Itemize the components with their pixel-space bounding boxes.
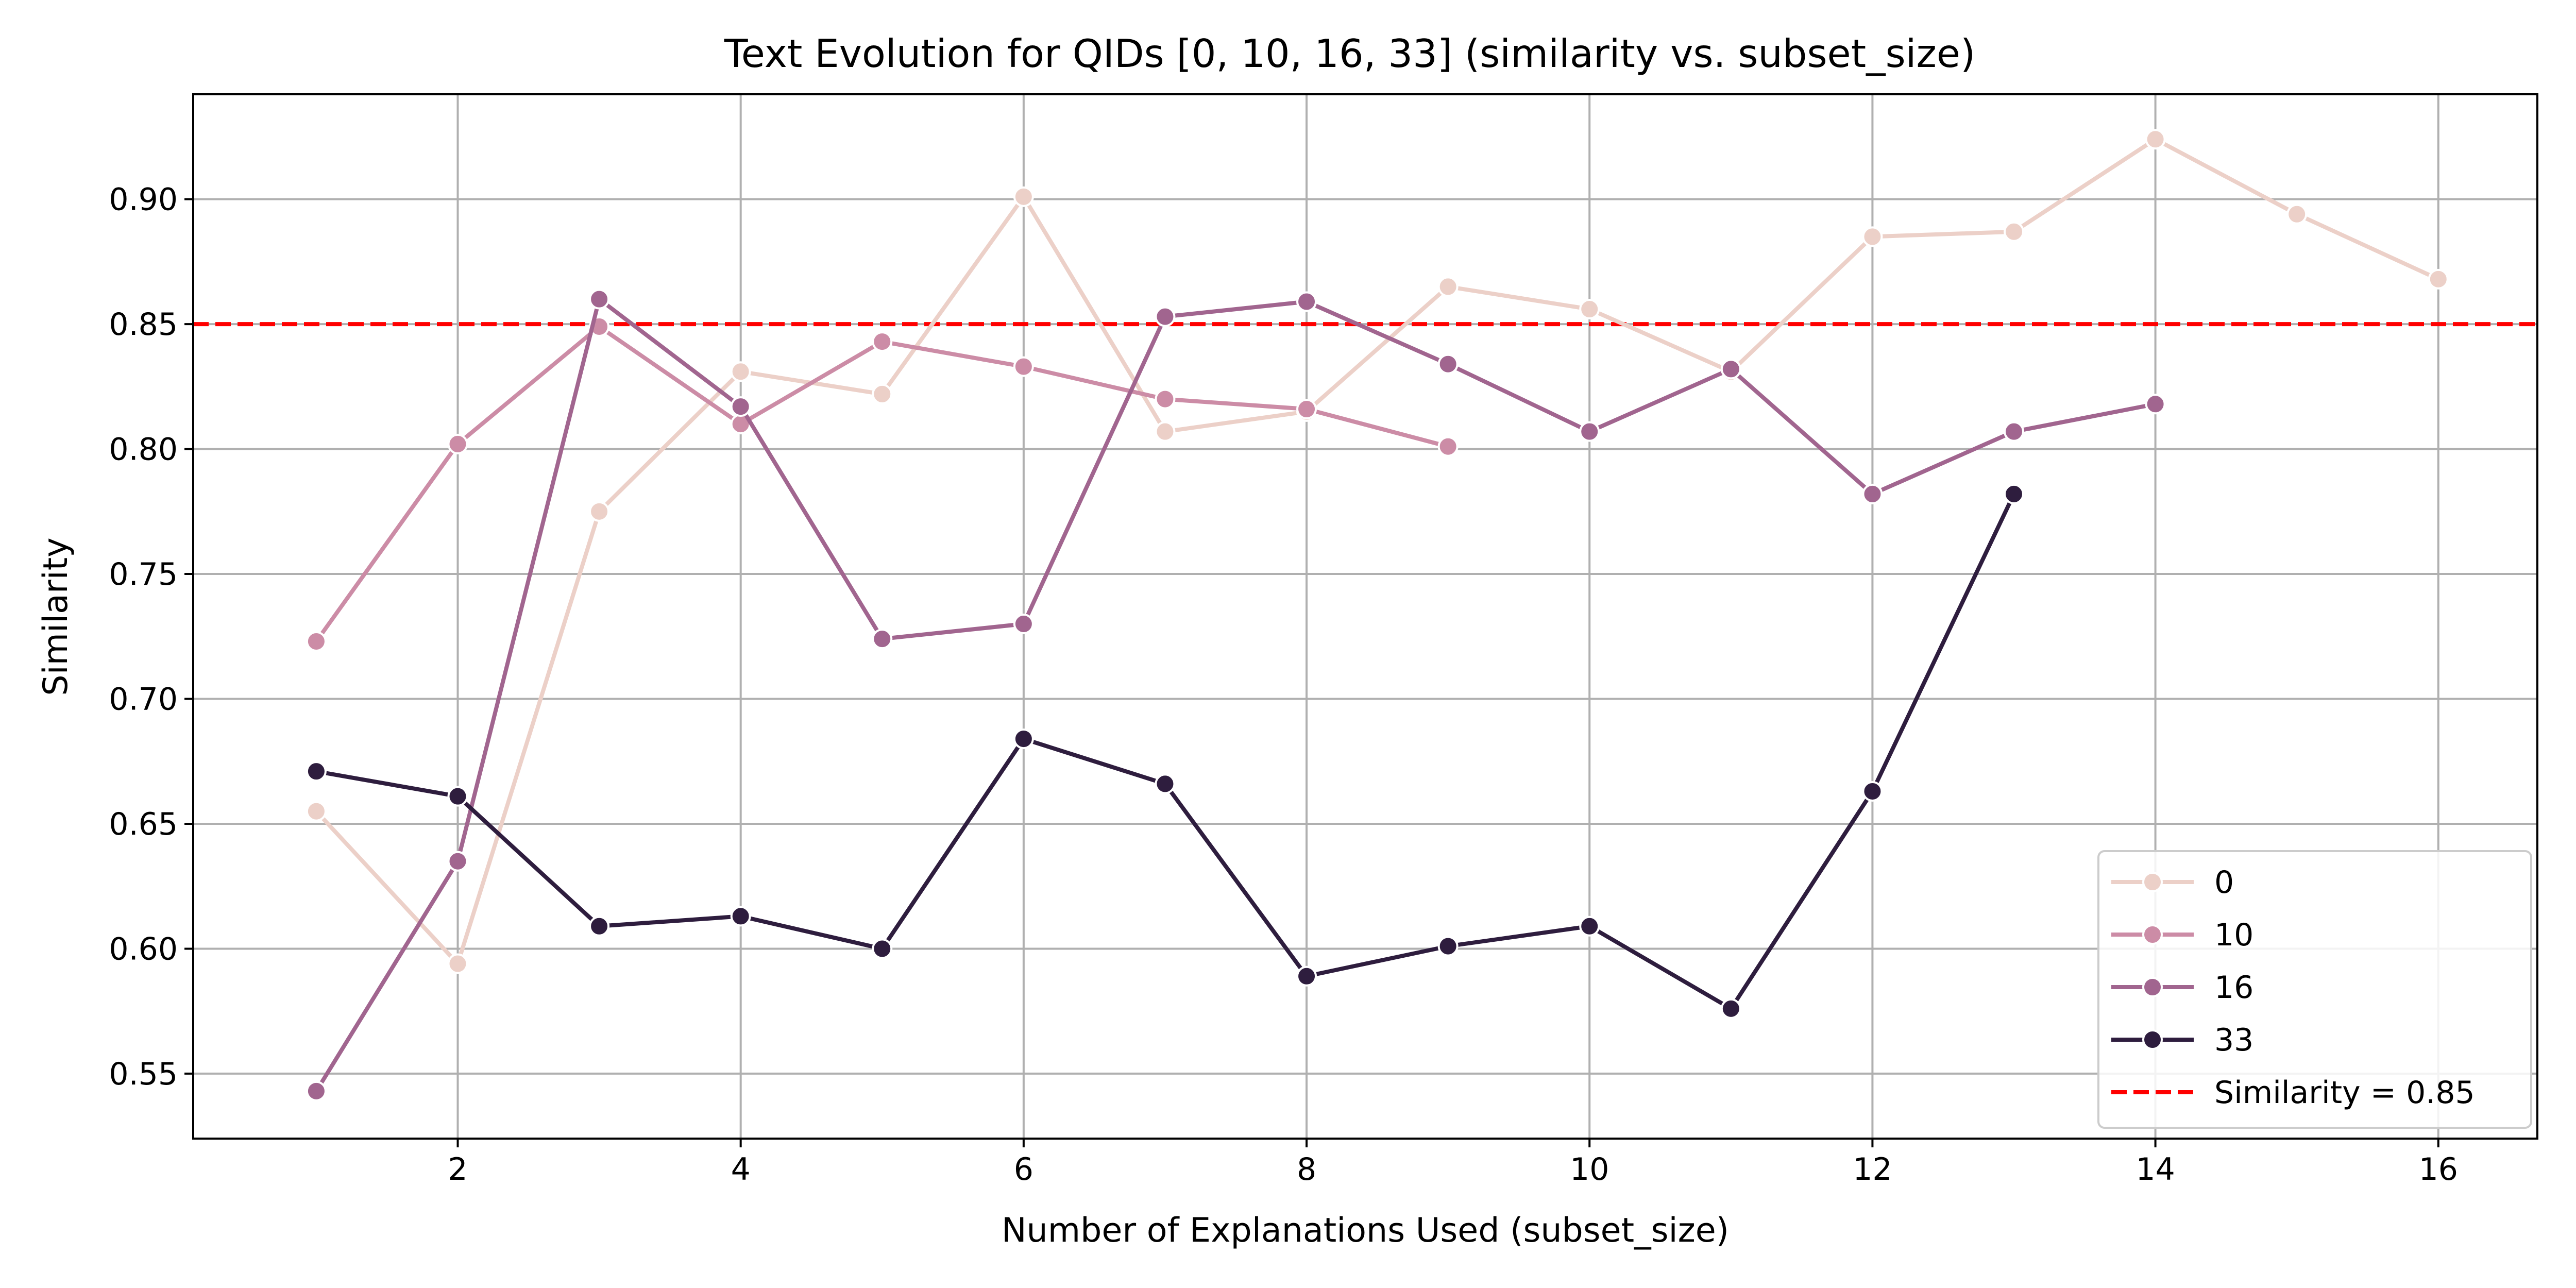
- x-tick-label: 6: [1014, 1151, 1033, 1188]
- data-point-33: [306, 761, 327, 782]
- series-16: [306, 289, 2166, 1101]
- legend-box: [2097, 850, 2532, 1129]
- data-point-16: [730, 396, 751, 417]
- y-axis-label: Similarity: [37, 537, 75, 696]
- data-point-33: [589, 916, 610, 937]
- legend-label-10: 10: [2214, 917, 2253, 953]
- data-point-16: [447, 851, 468, 872]
- data-point-33: [730, 906, 751, 927]
- data-point-0: [447, 953, 468, 974]
- data-point-10: [447, 433, 468, 454]
- data-point-10: [1013, 356, 1034, 377]
- data-point-16: [1579, 421, 1600, 442]
- data-point-16: [306, 1080, 327, 1101]
- data-point-0: [589, 501, 610, 522]
- data-point-16: [2004, 421, 2025, 442]
- data-point-10: [1155, 388, 1176, 410]
- data-point-0: [2428, 268, 2449, 290]
- legend-marker-0: [2142, 872, 2163, 892]
- data-point-33: [447, 786, 468, 807]
- data-point-0: [2145, 129, 2166, 150]
- data-point-0: [2004, 221, 2025, 242]
- plot-frame: [192, 93, 2538, 1140]
- data-point-16: [1720, 359, 1741, 380]
- y-tick-label: 0.85: [109, 307, 178, 343]
- data-point-0: [730, 361, 751, 382]
- data-point-10: [872, 331, 893, 352]
- series-line-0: [314, 137, 2441, 966]
- data-point-33: [1013, 728, 1034, 750]
- legend-label-33: 33: [2214, 1022, 2253, 1058]
- data-point-10: [1296, 399, 1317, 420]
- data-point-0: [872, 383, 893, 404]
- data-point-16: [1296, 291, 1317, 312]
- data-point-0: [1155, 421, 1176, 442]
- data-point-16: [1013, 614, 1034, 635]
- data-point-33: [1437, 936, 1459, 957]
- y-tick-label: 0.70: [109, 682, 178, 718]
- y-tick-label: 0.80: [109, 432, 178, 468]
- x-tick-label: 8: [1297, 1151, 1316, 1188]
- x-tick-label: 10: [1570, 1151, 1609, 1188]
- legend: 0 10 16 33 Similarity = 0.85: [2097, 850, 2532, 1129]
- data-point-16: [872, 629, 893, 650]
- data-point-16: [2145, 394, 2166, 415]
- legend-label-16: 16: [2214, 970, 2253, 1006]
- y-tick-label: 0.90: [109, 182, 178, 218]
- series-layer: [306, 129, 2449, 1101]
- data-point-0: [306, 801, 327, 822]
- data-point-10: [1437, 436, 1459, 457]
- series-line-16: [314, 297, 2158, 1093]
- data-point-33: [1155, 773, 1176, 794]
- x-tick-label: 12: [1853, 1151, 1892, 1188]
- data-point-0: [1013, 186, 1034, 207]
- series-10: [306, 316, 1459, 652]
- data-point-0: [1579, 299, 1600, 320]
- x-tick-label: 16: [2419, 1151, 2458, 1188]
- y-tick-label: 0.75: [109, 556, 178, 592]
- legend-label-0: 0: [2214, 865, 2234, 901]
- data-point-0: [2286, 204, 2308, 225]
- data-point-16: [1437, 353, 1459, 375]
- data-point-33: [1862, 781, 1883, 802]
- y-tick-label: 0.60: [109, 931, 178, 967]
- chart-title: Text Evolution for QIDs [0, 10, 16, 33] …: [724, 31, 1976, 76]
- series-33: [306, 483, 2025, 1019]
- x-tick-label: 4: [731, 1151, 751, 1188]
- tick-layer: 2 4 6 8 10 12 14 16 0.55 0.60 0.65 0.70 0.75 0.80 0.85…: [109, 182, 2458, 1188]
- x-axis-label: Number of Explanations Used (subset_size…: [1002, 1211, 1729, 1250]
- x-tick-label: 2: [448, 1151, 467, 1188]
- legend-marker-33: [2142, 1029, 2163, 1050]
- data-point-16: [589, 289, 610, 310]
- data-point-33: [1720, 998, 1741, 1019]
- data-point-16: [1862, 483, 1883, 504]
- y-tick-label: 0.55: [109, 1056, 178, 1092]
- data-point-33: [2004, 483, 2025, 504]
- data-point-0: [1862, 226, 1883, 247]
- data-point-33: [872, 938, 893, 959]
- data-point-0: [1437, 276, 1459, 297]
- data-point-16: [1155, 306, 1176, 327]
- legend-label-reference: Similarity = 0.85: [2214, 1075, 2475, 1111]
- legend-marker-16: [2142, 977, 2163, 997]
- data-point-10: [306, 631, 327, 652]
- legend-marker-10: [2142, 924, 2163, 945]
- data-point-33: [1296, 965, 1317, 987]
- data-point-33: [1579, 916, 1600, 937]
- x-tick-label: 14: [2136, 1151, 2175, 1188]
- y-tick-label: 0.65: [109, 806, 178, 842]
